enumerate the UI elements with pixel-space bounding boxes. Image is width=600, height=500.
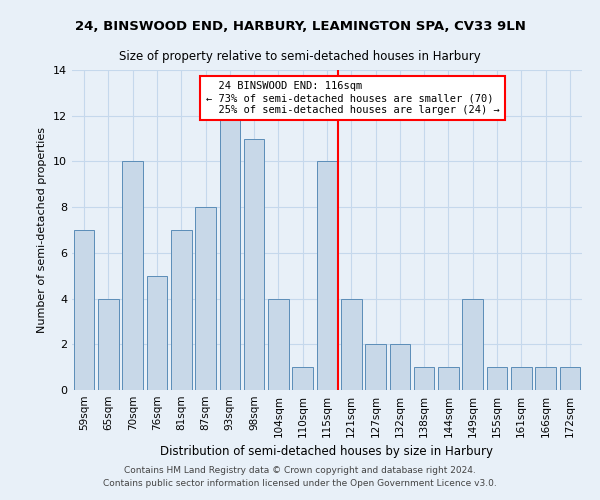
Text: Size of property relative to semi-detached houses in Harbury: Size of property relative to semi-detach… [119, 50, 481, 63]
Text: Contains HM Land Registry data © Crown copyright and database right 2024.
Contai: Contains HM Land Registry data © Crown c… [103, 466, 497, 487]
Bar [487, 367, 508, 390]
Bar [244, 138, 265, 390]
Bar [389, 344, 410, 390]
Bar [74, 230, 94, 390]
Bar [317, 162, 337, 390]
Bar [463, 298, 483, 390]
Text: 24, BINSWOOD END, HARBURY, LEAMINGTON SPA, CV33 9LN: 24, BINSWOOD END, HARBURY, LEAMINGTON SP… [74, 20, 526, 33]
Bar [511, 367, 532, 390]
Bar [195, 207, 216, 390]
Bar [122, 162, 143, 390]
Bar [341, 298, 362, 390]
Bar [414, 367, 434, 390]
Bar [535, 367, 556, 390]
Bar [268, 298, 289, 390]
Text: 24 BINSWOOD END: 116sqm
← 73% of semi-detached houses are smaller (70)
  25% of : 24 BINSWOOD END: 116sqm ← 73% of semi-de… [206, 82, 499, 114]
Bar [365, 344, 386, 390]
Bar [438, 367, 459, 390]
Bar [560, 367, 580, 390]
Bar [146, 276, 167, 390]
X-axis label: Distribution of semi-detached houses by size in Harbury: Distribution of semi-detached houses by … [161, 446, 493, 458]
Y-axis label: Number of semi-detached properties: Number of semi-detached properties [37, 127, 47, 333]
Bar [292, 367, 313, 390]
Bar [220, 116, 240, 390]
Bar [171, 230, 191, 390]
Bar [98, 298, 119, 390]
